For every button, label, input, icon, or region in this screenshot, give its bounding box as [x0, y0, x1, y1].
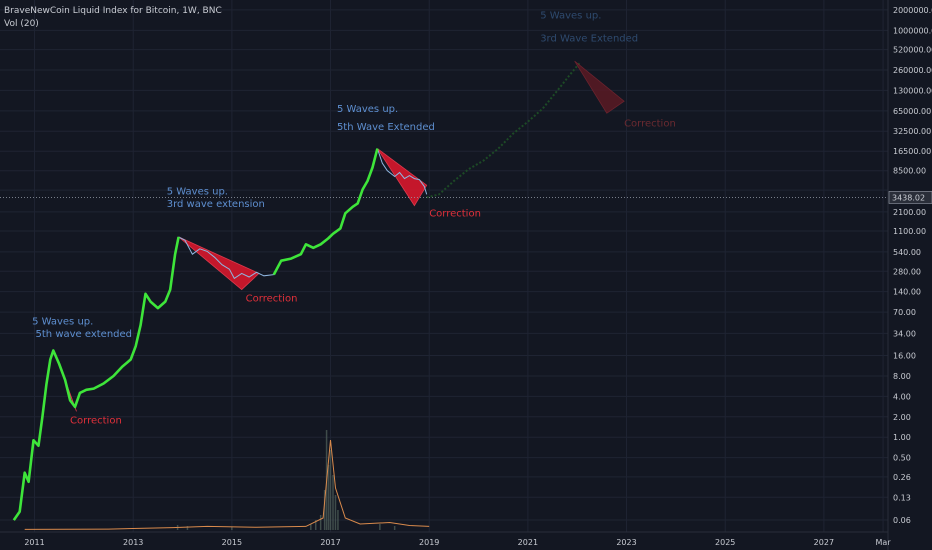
y-tick-label: 520000.00: [893, 46, 932, 55]
y-tick-label: 0.50: [893, 454, 911, 463]
wave-annotation: 5th wave extended: [36, 329, 133, 340]
correction-triangle: [574, 60, 625, 114]
chart-title: BraveNewCoin Liquid Index for Bitcoin, 1…: [4, 6, 222, 16]
y-tick-label: 0.13: [893, 493, 911, 502]
x-tick-label: 2025: [715, 538, 735, 547]
current-price-label: 3438.02: [892, 193, 925, 202]
y-tick-label: 2000000.00: [893, 6, 932, 15]
y-tick-label: 70.00: [893, 308, 916, 317]
y-tick-label: 8.00: [893, 372, 911, 381]
wave-annotation: 5 Waves up.: [540, 10, 601, 21]
y-tick-label: 130000.00: [893, 86, 932, 95]
y-tick-label: 4.00: [893, 392, 911, 401]
x-tick-label: 2021: [518, 538, 538, 547]
y-tick-label: 65000.00: [893, 107, 931, 116]
correction-triangle: [377, 148, 428, 207]
x-tick-label: 2011: [24, 538, 44, 547]
y-tick-label: 0.26: [893, 473, 911, 482]
y-tick-label: 16500.00: [893, 147, 931, 156]
y-tick-label: 8500.00: [893, 167, 926, 176]
wave-line-1: [12, 236, 180, 521]
y-tick-label: 1000000.00: [893, 26, 932, 35]
price-line-2018: [376, 148, 428, 195]
correction-triangle: [178, 236, 260, 291]
y-tick-label: 34.00: [893, 329, 916, 338]
y-tick-label: 1.00: [893, 433, 911, 442]
wave-annotation: 5 Waves up.: [32, 316, 93, 327]
correction-label: Correction: [624, 119, 676, 130]
wave-annotation: 3rd wave extension: [167, 199, 265, 210]
price-line-2014: [178, 236, 274, 280]
wave-annotation: 3rd Wave Extended: [540, 34, 638, 45]
y-tick-label: 540.00: [893, 248, 921, 257]
correction-label: Correction: [70, 415, 122, 426]
wave-annotation: 5th Wave Extended: [337, 122, 435, 133]
y-tick-label: 2.00: [893, 413, 911, 422]
x-tick-label: 2027: [814, 538, 834, 547]
current-price-tag: [888, 191, 932, 204]
x-tick-label: 2023: [616, 538, 636, 547]
wave-annotation: 5 Waves up.: [167, 186, 228, 197]
x-tick-label: 2013: [123, 538, 143, 547]
y-tick-label: 260000.00: [893, 66, 932, 75]
x-tick-label: 2019: [419, 538, 439, 547]
correction-label: Correction: [429, 208, 481, 219]
y-tick-label: 32500.00: [893, 127, 931, 136]
y-tick-label: 16.00: [893, 352, 916, 361]
x-tick-label: Mar: [876, 538, 892, 547]
volume-ma-line: [24, 439, 430, 530]
y-tick-label: 0.06: [893, 516, 911, 525]
y-tick-label: 2100.00: [893, 208, 926, 217]
volume-indicator-label[interactable]: Vol (20): [4, 19, 39, 29]
y-tick-label: 280.00: [893, 267, 921, 276]
wave-line-2: [272, 148, 379, 276]
y-tick-label: 140.00: [893, 288, 921, 297]
projected-wave-line: [426, 62, 581, 199]
correction-label: Correction: [246, 294, 298, 305]
x-tick-label: 2017: [320, 538, 340, 547]
x-tick-label: 2015: [222, 538, 242, 547]
wave-annotation: 5 Waves up.: [337, 104, 398, 115]
y-tick-label: 1100.00: [893, 227, 926, 236]
